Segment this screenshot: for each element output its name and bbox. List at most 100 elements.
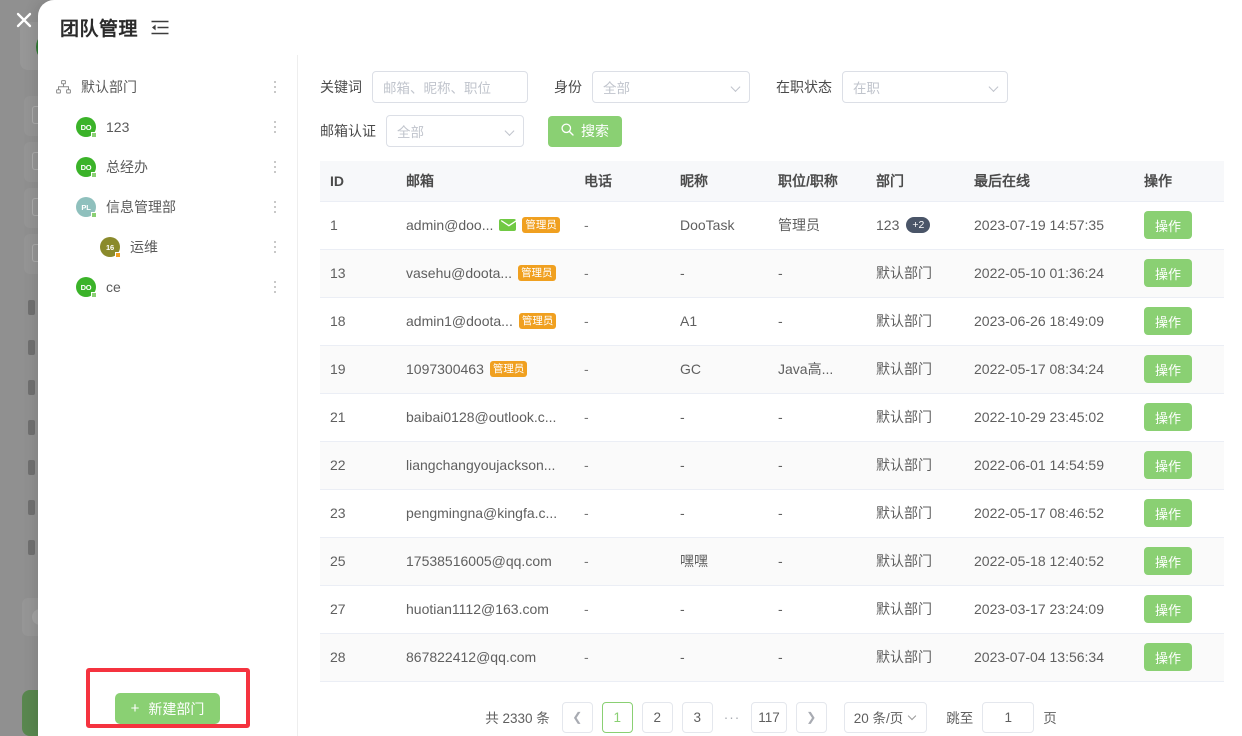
cell-nickname: A1 [670,297,768,346]
pagination-jump-input[interactable] [982,701,1035,733]
search-icon [561,123,574,139]
table-row: 1 admin@doo... 管理员 - DooTask 管理员 123 +2 2023-07-… [320,201,1224,250]
dept-text: 默认部门 [876,553,932,569]
email-text: 867822412@qq.com [406,649,537,665]
pagination-page-button[interactable]: 1 [601,701,633,733]
pagination-next-button[interactable]: ❯ [795,701,827,733]
tree-item[interactable]: DO 123 [38,107,297,147]
chevron-left-icon: ❮ [572,710,583,724]
cell-nickname: - [670,441,768,490]
email-text: 1097300463 [406,361,484,377]
pagination-last-page-button[interactable]: 117 [751,701,787,733]
chevron-right-icon: ❯ [806,710,817,724]
row-operations-button[interactable]: 操作 [1144,355,1193,383]
table-row: 23 pengmingna@kingfa.c... - - - 默认部门 2022-05-1… [320,489,1224,538]
table-header-row: ID 邮箱 电话 昵称 职位/职称 部门 最后在线 操作 [320,161,1224,202]
row-operations-button[interactable]: 操作 [1144,259,1193,287]
chevron-down-icon [506,127,515,136]
table-column-header: 昵称 [670,161,768,202]
avatar-initials: DO [80,122,92,132]
table-column-header: 职位/职称 [768,161,866,202]
cell-operations: 操作 [1134,489,1224,538]
filter-work-status: 在职状态 在职 [776,71,1008,103]
tree-item[interactable]: 16 运维 [38,227,297,267]
table-column-header: 电话 [574,161,670,202]
pagination-prev-button[interactable]: ❮ [561,701,593,733]
cell-nickname: - [670,393,768,442]
cell-department: 默认部门 [866,249,964,298]
dept-text: 默认部门 [876,409,932,425]
mail-verify-value: 全部 [397,125,424,140]
tree-item-label: 总经办 [106,159,148,175]
cell-department: 默认部门 [866,633,964,682]
menu-fold-icon[interactable] [151,20,169,35]
row-operations-button[interactable]: 操作 [1144,547,1193,575]
cell-operations: 操作 [1134,393,1224,442]
table-row: 18 admin1@doota... 管理员 - A1- 默认部门 2023-06-26 1… [320,297,1224,346]
status-badge: 管理员 [522,217,560,233]
status-badge: 管理员 [489,361,528,377]
row-operations-button[interactable]: 操作 [1144,451,1193,479]
dept-text: 默认部门 [876,361,932,377]
row-operations-button[interactable]: 操作 [1144,499,1193,527]
tree-item-more-icon[interactable] [267,236,283,258]
page-size-select[interactable]: 20 条/页 [843,701,928,733]
mail-verify-select[interactable]: 全部 [386,115,524,147]
filter-identity: 身份 全部 [554,71,776,103]
cell-nickname: 嘿嘿 [670,537,768,586]
department-tree-list: 默认部门 DO 123 DO 总经办 PL 信息管理部 16 运维 DO ce [38,55,297,650]
tree-item-more-icon[interactable] [267,76,283,98]
cell-phone: - [574,201,670,250]
search-button-label: 搜索 [581,123,609,139]
email-text: admin1@doota... [406,313,513,329]
cell-last-online: 2022-06-01 14:54:59 [964,441,1134,490]
cell-position: - [768,297,866,346]
plus-icon: + [130,700,140,717]
cell-department: 默认部门 [866,297,964,346]
email-text: huotian1112@163.com [406,601,549,617]
identity-value: 全部 [603,81,630,96]
cell-phone: - [574,249,670,298]
tree-item-more-icon[interactable] [267,116,283,138]
row-operations-button[interactable]: 操作 [1144,403,1193,431]
cell-phone: - [574,441,670,490]
work-status-select[interactable]: 在职 [842,71,1008,103]
cell-department: 默认部门 [866,489,964,538]
pagination-page-button[interactable]: 3 [681,701,713,733]
row-operations-button[interactable]: 操作 [1144,595,1193,623]
tree-item[interactable]: DO 总经办 [38,147,297,187]
tree-item-more-icon[interactable] [267,156,283,178]
tree-item-more-icon[interactable] [267,276,283,298]
filter-row-1: 关键词 邮箱、昵称、职位 身份 全部 [320,71,1222,103]
pagination-page-button[interactable]: 2 [641,701,673,733]
pagination-jump-unit: 页 [1043,711,1057,726]
add-department-button[interactable]: + 新建部门 [114,693,221,724]
tree-item[interactable]: DO ce [38,267,297,307]
tree-item[interactable]: PL 信息管理部 [38,187,297,227]
email-text: liangchangyoujackson... [406,457,556,473]
filter-mail-verify: 邮箱认证 全部 [320,115,548,147]
keyword-input[interactable]: 邮箱、昵称、职位 [372,71,528,103]
row-operations-button[interactable]: 操作 [1144,643,1193,671]
filter-keyword: 关键词 邮箱、昵称、职位 [320,71,554,103]
close-icon[interactable] [10,6,38,34]
tree-item-root[interactable]: 默认部门 [38,67,297,107]
dept-text: 默认部门 [876,601,932,617]
cell-position: - [768,441,866,490]
avatar: DO [76,277,97,298]
tree-item-more-icon[interactable] [267,196,283,218]
row-operations-button[interactable]: 操作 [1144,307,1193,335]
cell-operations: 操作 [1134,441,1224,490]
row-operations-button[interactable]: 操作 [1144,211,1193,239]
tree-item-label: 默认部门 [81,79,137,95]
table-body: 1 admin@doo... 管理员 - DooTask 管理员 123 +2 2023-07-… [320,201,1224,682]
background-strip [28,380,35,395]
avatar-initials: DO [80,162,92,172]
identity-select[interactable]: 全部 [592,71,750,103]
status-badge: 管理员 [518,313,557,329]
cell-email: admin1@doota... 管理员 [396,297,574,346]
cell-email: liangchangyoujackson... [396,441,574,490]
cell-last-online: 2023-07-04 13:56:34 [964,633,1134,682]
search-button[interactable]: 搜索 [548,115,622,147]
